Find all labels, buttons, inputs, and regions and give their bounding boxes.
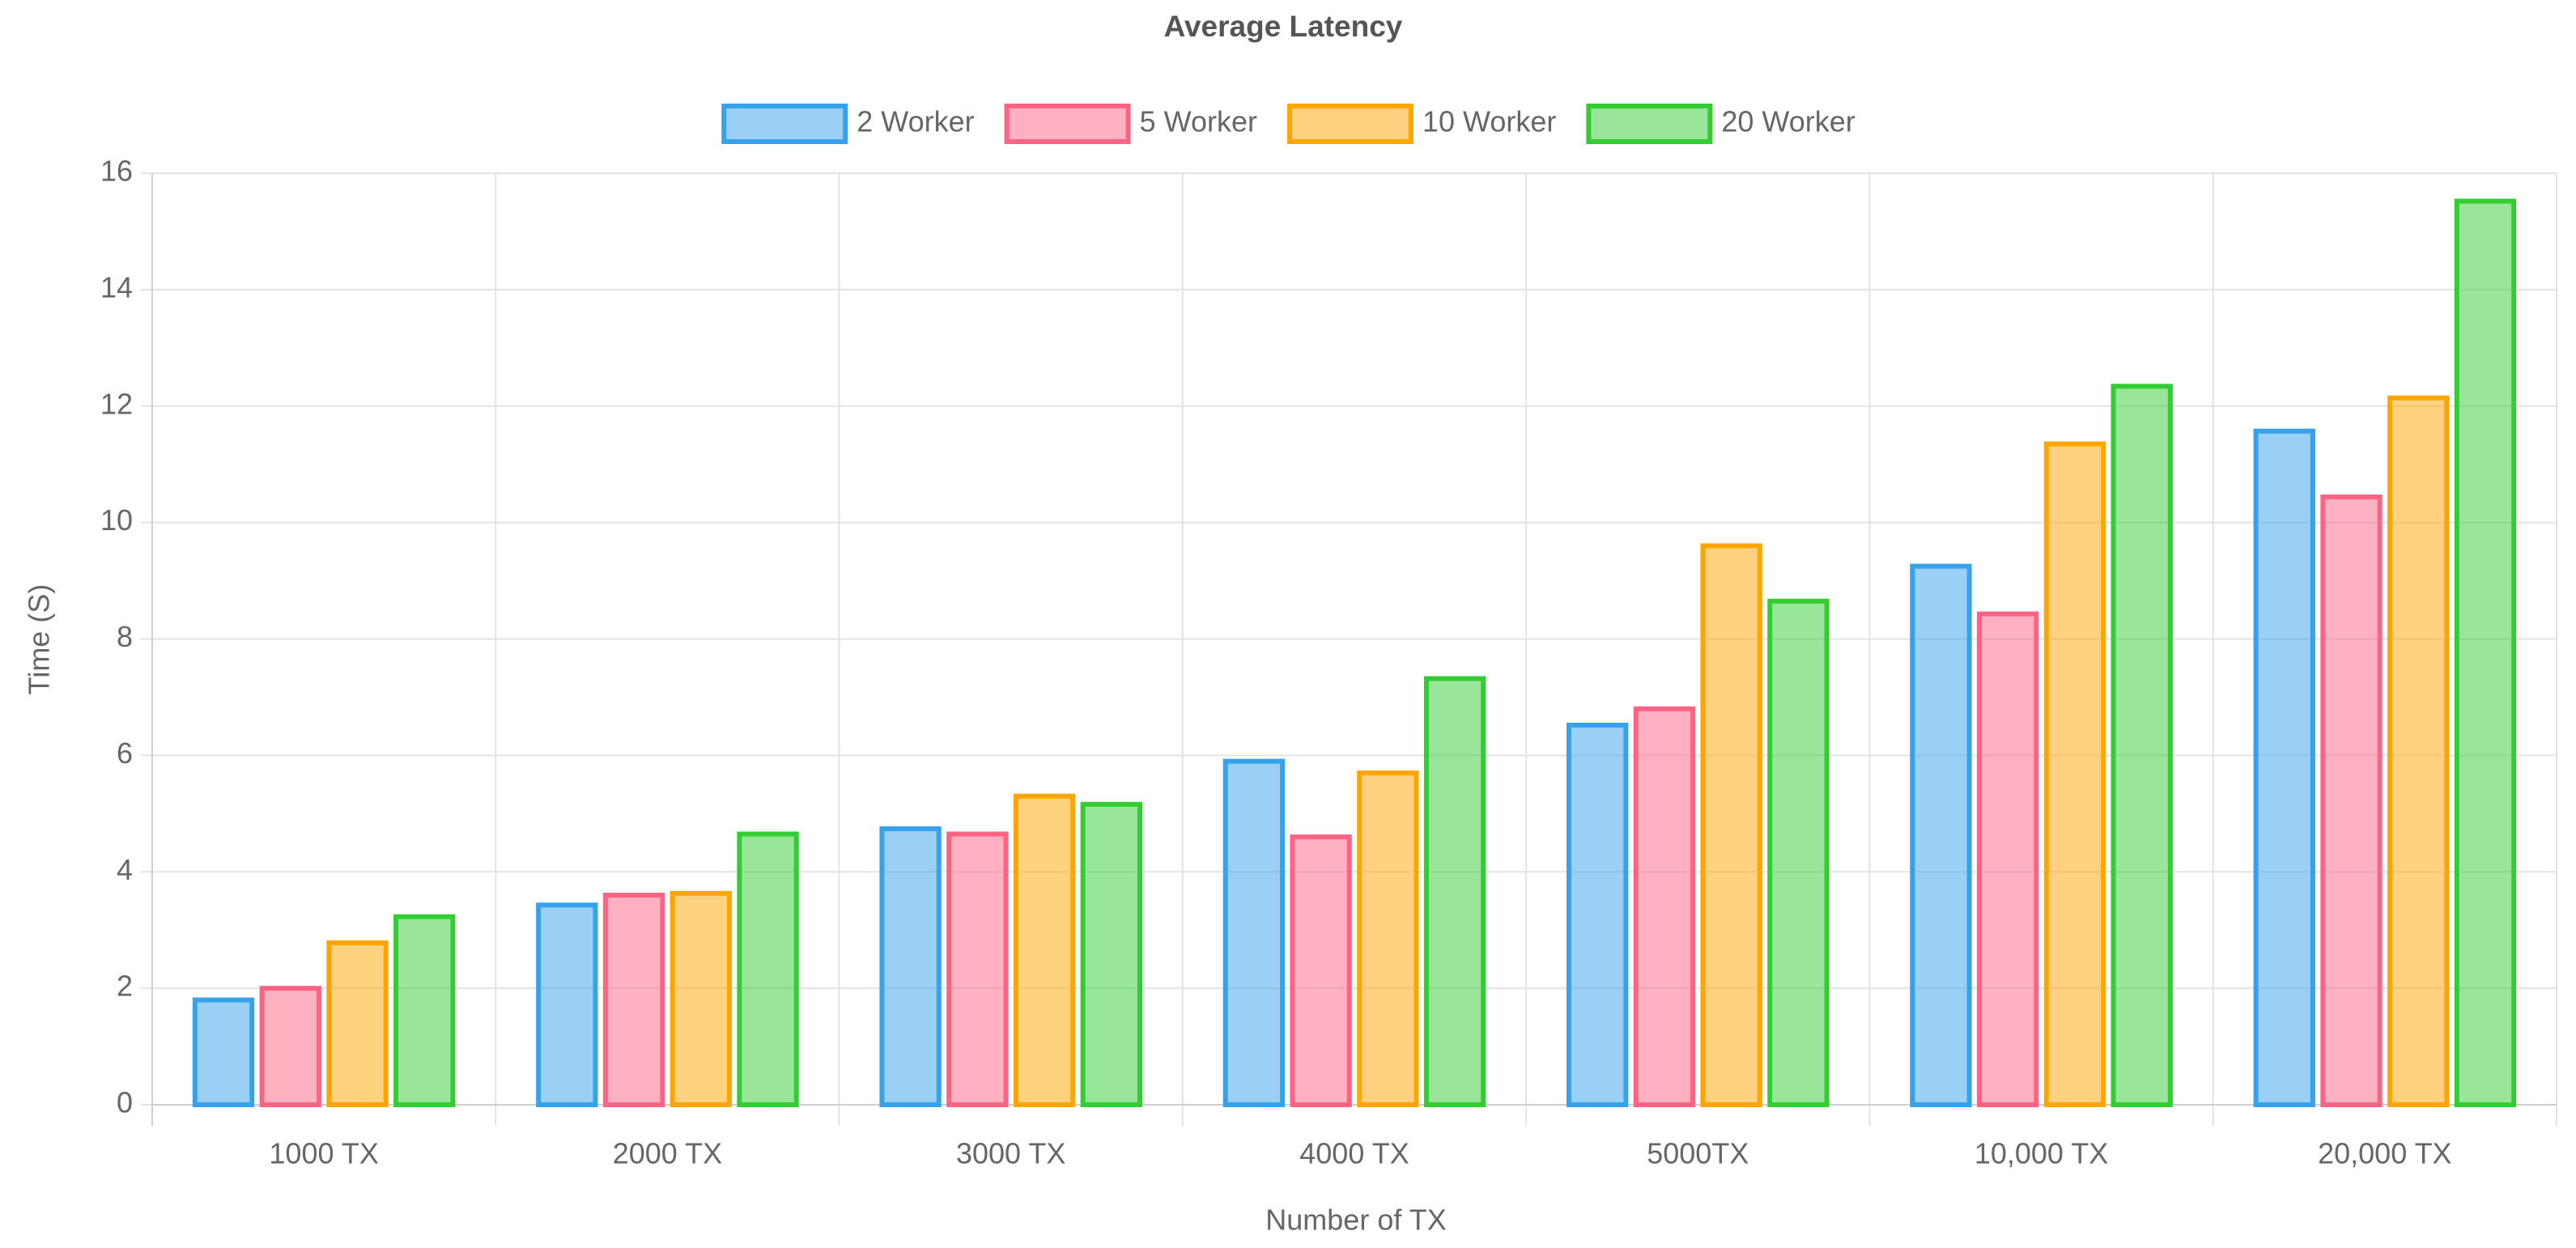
bar: [2111, 384, 2173, 1107]
bar: [1566, 722, 1629, 1108]
bar: [192, 997, 255, 1107]
bar: [1222, 758, 1286, 1107]
y-tick-label: 12: [100, 387, 133, 420]
y-axis-title: Time (S): [23, 584, 56, 695]
bar: [2253, 428, 2315, 1107]
bar: [946, 831, 1009, 1107]
y-tick-label: 10: [100, 503, 133, 537]
bar: [1013, 793, 1076, 1107]
chart-title: Average Latency: [1164, 10, 1403, 43]
legend-label: 5 Worker: [1140, 105, 1257, 138]
y-tick-label: 6: [117, 736, 133, 770]
legend-swatch: [1586, 104, 1713, 144]
y-tick-label: 2: [117, 970, 133, 1003]
bar: [2454, 198, 2517, 1107]
y-tick-label: 16: [100, 155, 133, 188]
bar: [393, 914, 456, 1107]
x-tick-label: 10,000 TX: [1975, 1137, 2108, 1170]
legend-swatch: [1004, 104, 1131, 144]
bar: [259, 986, 321, 1107]
bar: [2320, 494, 2383, 1107]
y-tick-label: 0: [117, 1086, 133, 1119]
bar: [1910, 563, 1972, 1107]
bar: [602, 893, 665, 1108]
bar: [1977, 611, 2039, 1107]
bar: [1357, 770, 1419, 1107]
bar: [1767, 598, 1830, 1107]
x-tick-label: 5000TX: [1647, 1137, 1749, 1170]
bar: [2043, 441, 2106, 1107]
legend-swatch: [1286, 104, 1413, 144]
x-tick-label: 2000 TX: [613, 1137, 722, 1170]
x-tick-label: 20,000 TX: [2318, 1137, 2451, 1170]
x-tick-label: 4000 TX: [1299, 1137, 1409, 1170]
bar: [670, 890, 732, 1107]
bar: [879, 826, 942, 1107]
bar: [1290, 834, 1352, 1108]
legend-label: 10 Worker: [1422, 105, 1556, 138]
bar: [326, 940, 389, 1108]
bar: [1633, 706, 1696, 1107]
bar: [536, 902, 598, 1108]
y-tick-label: 14: [100, 270, 133, 304]
legend-swatch: [721, 104, 848, 144]
bar: [1700, 543, 1762, 1107]
bar: [737, 831, 799, 1107]
legend-label: 20 Worker: [1721, 105, 1855, 138]
bar: [1423, 676, 1486, 1107]
x-tick-label: 1000 TX: [269, 1137, 378, 1170]
y-tick-label: 4: [117, 853, 133, 886]
bar: [1080, 801, 1142, 1107]
x-tick-label: 3000 TX: [956, 1137, 1065, 1170]
y-tick-label: 8: [117, 620, 133, 653]
x-axis-title: Number of TX: [1265, 1203, 1446, 1237]
legend-label: 2 Worker: [857, 105, 974, 138]
bar: [2387, 395, 2450, 1107]
